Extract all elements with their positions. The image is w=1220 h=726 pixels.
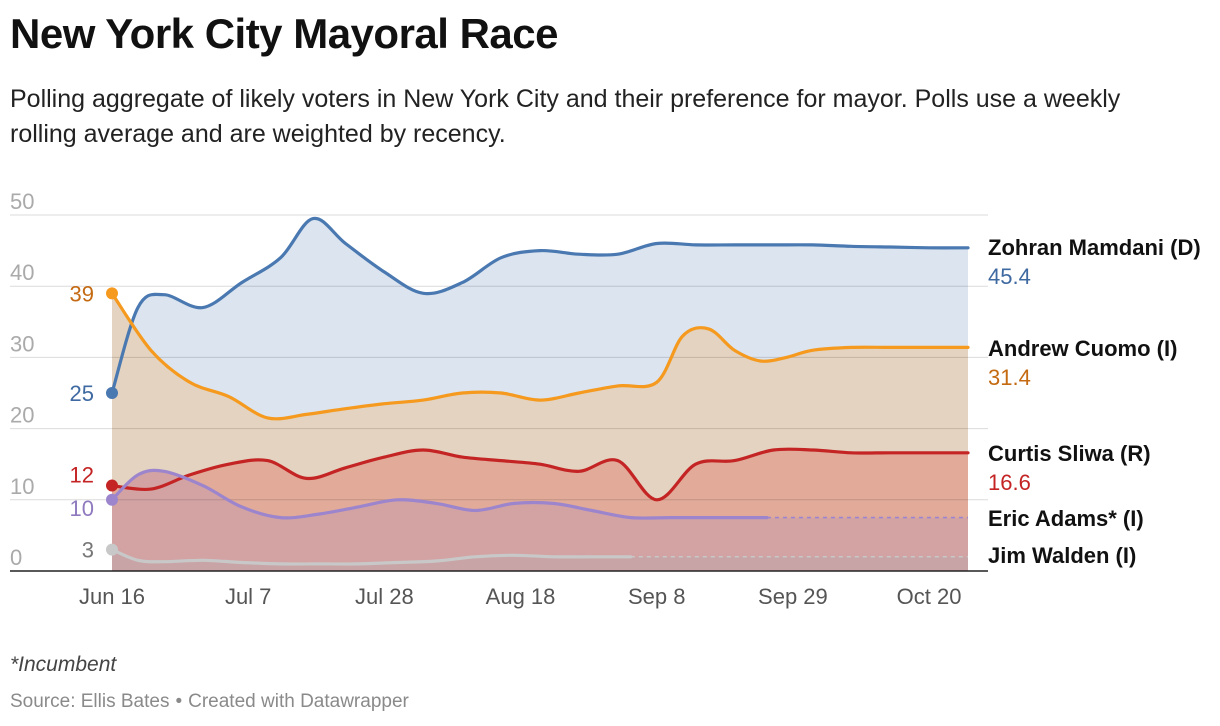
- start-marker-zohran-mamdani-d: [106, 387, 118, 399]
- start-label-eric-adams-i: 10: [70, 496, 94, 521]
- start-label-andrew-cuomo-i: 39: [70, 281, 94, 306]
- end-value-zohran-mamdani-d: 45.4: [988, 264, 1031, 289]
- y-tick-label-20: 20: [10, 403, 34, 428]
- end-name-jim-walden-i: Jim Walden (I): [988, 543, 1136, 568]
- area-fills: [112, 218, 968, 571]
- end-value-curtis-sliwa-r: 16.6: [988, 470, 1031, 495]
- gridlines: [10, 214, 988, 501]
- start-marker-jim-walden-i: [106, 543, 118, 556]
- x-tick-label-aug-18: Aug 18: [486, 584, 556, 609]
- chart-title: New York City Mayoral Race: [10, 10, 559, 57]
- chart-plot: 0 10 20 30 40 50 Jun 16 Jul 7 Jul 28 Aug 18 Sep 8 S…: [10, 189, 1201, 609]
- series-lines: [106, 216, 970, 566]
- area-eric-adams-i: [112, 470, 968, 571]
- end-name-curtis-sliwa-r: Curtis Sliwa (R): [988, 441, 1151, 466]
- y-tick-label-0: 0: [10, 545, 22, 570]
- y-tick-label-30: 30: [10, 331, 34, 356]
- end-value-andrew-cuomo-i: 31.4: [988, 365, 1031, 390]
- y-tick-label-10: 10: [10, 474, 34, 499]
- start-marker-eric-adams-i: [106, 493, 118, 506]
- y-tick-label-40: 40: [10, 260, 34, 285]
- start-label-zohran-mamdani-d: 25: [70, 381, 94, 406]
- x-tick-label-sep-29: Sep 29: [758, 584, 828, 609]
- x-tick-label-oct-20: Oct 20: [897, 584, 962, 609]
- end-name-eric-adams-i: Eric Adams* (I): [988, 506, 1144, 531]
- footnote-incumbent: *Incumbent: [10, 653, 117, 676]
- start-marker-curtis-sliwa-r: [106, 479, 118, 492]
- source-credit: Created with Datawrapper: [188, 691, 409, 712]
- source-line: Source: Ellis Bates • Created with Datawra…: [10, 691, 409, 713]
- start-label-jim-walden-i: 3: [82, 538, 94, 563]
- y-tick-label-50: 50: [10, 189, 34, 214]
- end-name-zohran-mamdani-d: Zohran Mamdani (D): [988, 235, 1201, 260]
- start-marker-andrew-cuomo-i: [106, 287, 118, 300]
- line-zohran-mamdani-d: [110, 216, 970, 395]
- data-labels: 25 39 12 10 3 Zohran Mamdani (D) 45.4 Andrew Cu…: [70, 235, 1201, 568]
- source-text: Source: Ellis Bates: [10, 691, 170, 712]
- line-andrew-cuomo-i: [110, 291, 970, 421]
- area-jim-walden-i: [112, 549, 968, 571]
- line-curtis-sliwa-r: [110, 447, 970, 502]
- x-tick-label-jun-16: Jun 16: [79, 584, 145, 609]
- chart-subtitle: Polling aggregate of likely voters in Ne…: [10, 85, 1121, 148]
- x-tick-label-sep-8: Sep 8: [628, 584, 686, 609]
- start-label-curtis-sliwa-r: 12: [70, 463, 94, 488]
- end-name-andrew-cuomo-i: Andrew Cuomo (I): [988, 336, 1177, 361]
- source-separator: •: [175, 691, 183, 712]
- x-tick-label-jul-28: Jul 28: [355, 584, 414, 609]
- line-eric-adams-i: [110, 468, 769, 520]
- line-jim-walden-i: [110, 548, 633, 566]
- axes: 0 10 20 30 40 50 Jun 16 Jul 7 Jul 28 Aug 18 Sep 8 S…: [10, 189, 988, 609]
- x-tick-label-jul-7: Jul 7: [225, 584, 271, 609]
